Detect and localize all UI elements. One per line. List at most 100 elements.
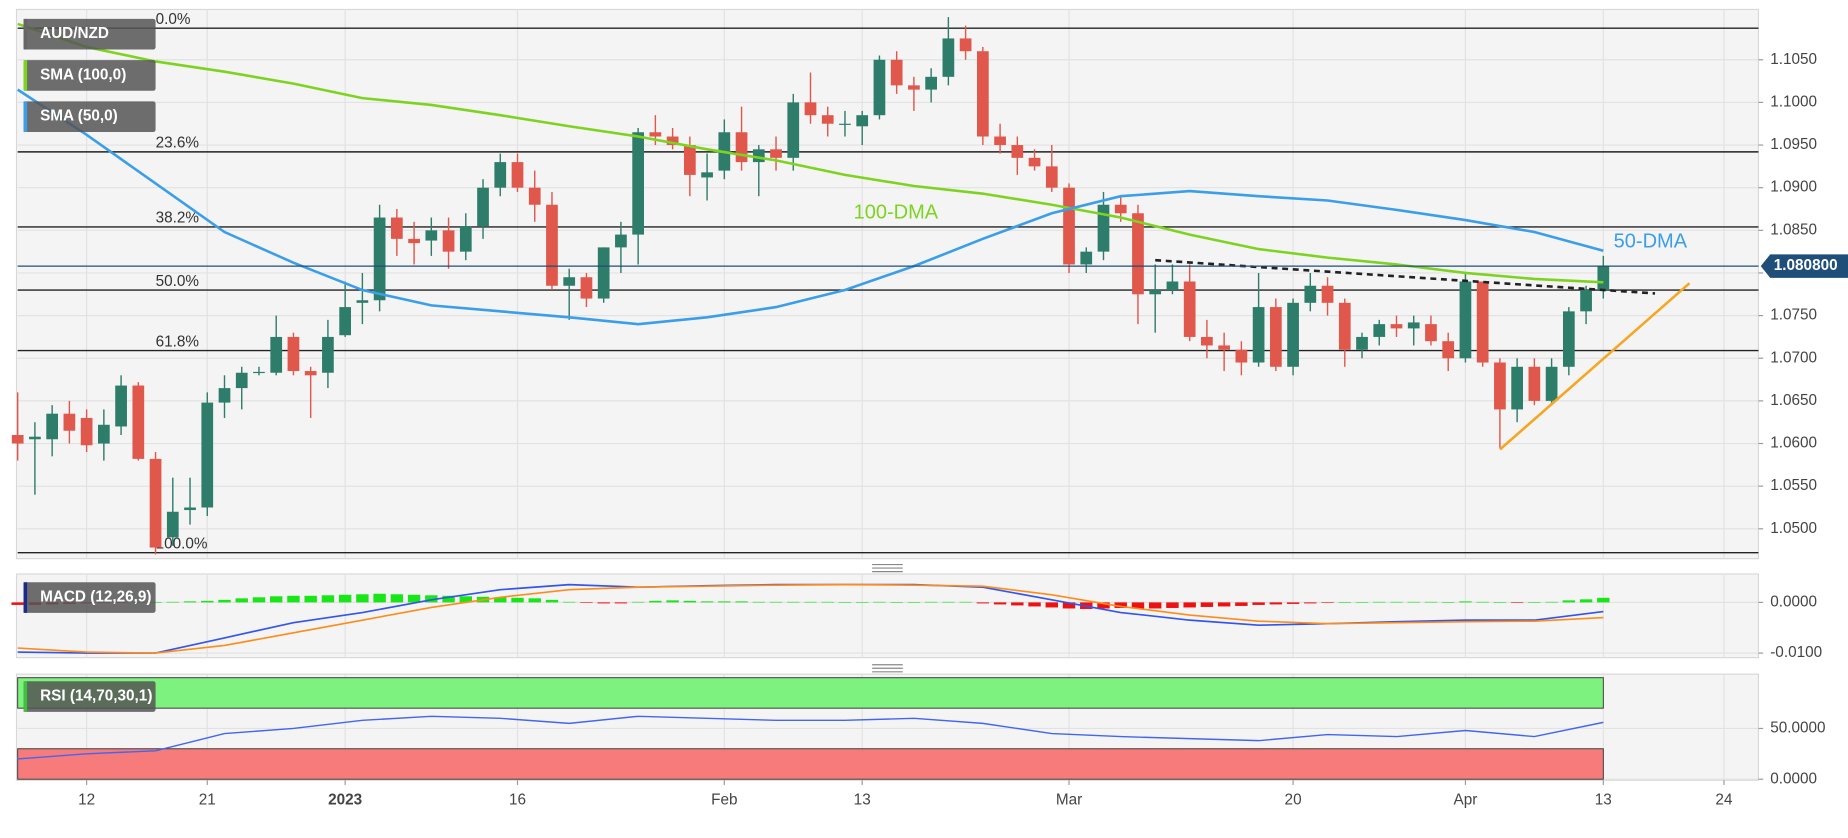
legend-box xyxy=(23,101,156,133)
legend-label: SMA (50,0) xyxy=(40,108,118,125)
candle-body xyxy=(1545,366,1558,401)
histogram-bar xyxy=(1390,601,1403,603)
candle-body xyxy=(1459,281,1472,359)
candle-body xyxy=(1562,311,1575,367)
candle-body xyxy=(839,123,851,125)
candle-body xyxy=(1287,302,1299,367)
y-tick-label: 1.1050 xyxy=(1770,51,1817,68)
candle-body xyxy=(1028,157,1041,167)
y-tick-label: 1.0600 xyxy=(1770,435,1817,452)
candle-body xyxy=(683,145,696,175)
histogram-bar xyxy=(787,601,800,603)
indicator-line xyxy=(17,715,1604,760)
candle-body xyxy=(1528,366,1541,401)
candle-body xyxy=(1338,302,1351,350)
candle-body xyxy=(994,136,1006,146)
candle-body xyxy=(408,238,420,244)
x-tick-label: Mar xyxy=(1056,791,1082,808)
candle-body xyxy=(270,336,283,373)
candle-body xyxy=(856,115,869,127)
histogram-bar xyxy=(804,601,817,603)
candle-body xyxy=(511,162,524,188)
histogram-bar xyxy=(1441,602,1455,603)
candle-body xyxy=(184,507,196,511)
x-tick-label: 12 xyxy=(78,791,95,808)
histogram-bar xyxy=(1148,602,1162,609)
candle-body xyxy=(1097,204,1110,252)
histogram-bar xyxy=(1114,602,1127,608)
histogram-bar xyxy=(562,601,576,603)
indicator-line xyxy=(17,583,1604,654)
candle-body xyxy=(287,336,300,372)
candle-body xyxy=(752,149,765,163)
histogram-bar xyxy=(304,595,317,603)
x-tick-label: Feb xyxy=(711,791,737,808)
histogram-bar xyxy=(1373,601,1386,603)
candle-body xyxy=(1080,251,1093,265)
candle-body xyxy=(1011,145,1024,158)
candle-body xyxy=(1321,285,1334,303)
rsi-band xyxy=(17,748,1604,780)
panel-handle[interactable] xyxy=(872,563,903,573)
histogram-bar xyxy=(597,602,610,604)
histogram-bar xyxy=(11,602,24,605)
histogram-bar xyxy=(649,600,662,603)
moving-average-line xyxy=(16,88,1604,326)
candle-body xyxy=(770,149,782,158)
candle-body xyxy=(132,385,145,459)
histogram-bar xyxy=(1355,602,1369,603)
legend-box xyxy=(23,60,156,91)
candle-body xyxy=(804,102,817,116)
candle-body xyxy=(1063,187,1075,265)
histogram-bar xyxy=(1579,599,1593,603)
legend-label: SMA (100,0) xyxy=(40,66,126,83)
histogram-bar xyxy=(1597,597,1610,603)
candle-body xyxy=(597,247,610,299)
legend-box xyxy=(23,681,156,712)
candle-body xyxy=(97,424,110,444)
histogram-bar xyxy=(718,601,731,603)
candle-body xyxy=(80,417,93,446)
histogram-bar xyxy=(666,600,679,603)
candle-body xyxy=(1235,349,1248,363)
histogram-bar xyxy=(769,601,783,603)
candle-body xyxy=(546,204,558,286)
annotation: 50-DMA xyxy=(1614,231,1688,253)
legend-swatch xyxy=(23,681,28,712)
histogram-bar xyxy=(270,596,283,603)
candle-body xyxy=(1045,166,1058,188)
panel-handle[interactable] xyxy=(872,664,903,673)
y-tick-label: 1.0850 xyxy=(1770,221,1817,238)
histogram-bar xyxy=(321,595,335,603)
histogram-bar xyxy=(1235,602,1248,606)
y-tick-label: 1.0950 xyxy=(1770,136,1817,153)
histogram-bar xyxy=(425,595,438,603)
candle-body xyxy=(1390,324,1403,329)
fibonacci-label: 100.0% xyxy=(156,535,208,552)
histogram-bar xyxy=(838,602,852,603)
candle-body xyxy=(390,217,403,239)
histogram-bar xyxy=(976,602,990,604)
histogram-bar xyxy=(959,601,972,603)
histogram-bar xyxy=(614,602,628,604)
fibonacci-label: 50.0% xyxy=(156,273,200,290)
candle-body xyxy=(1476,281,1489,363)
candle-body xyxy=(1201,336,1213,346)
y-tick-label: 1.0700 xyxy=(1770,349,1817,366)
candle-body xyxy=(494,162,507,188)
fibonacci-label: 0.0% xyxy=(156,11,191,28)
histogram-bar xyxy=(1407,601,1420,603)
histogram-bar xyxy=(338,594,352,603)
histogram-bar xyxy=(1045,602,1058,608)
x-tick-label: 13 xyxy=(1595,791,1612,808)
histogram-bar xyxy=(1200,602,1214,607)
x-tick-label: 24 xyxy=(1715,791,1733,808)
histogram-bar xyxy=(218,599,231,603)
histogram-bar xyxy=(1028,602,1041,607)
candle-body xyxy=(63,413,76,431)
candle-body xyxy=(1252,307,1265,363)
rsi-band xyxy=(17,677,1604,709)
candle-body xyxy=(1166,281,1179,291)
candle-body xyxy=(373,217,386,301)
candle-body xyxy=(1425,324,1437,342)
